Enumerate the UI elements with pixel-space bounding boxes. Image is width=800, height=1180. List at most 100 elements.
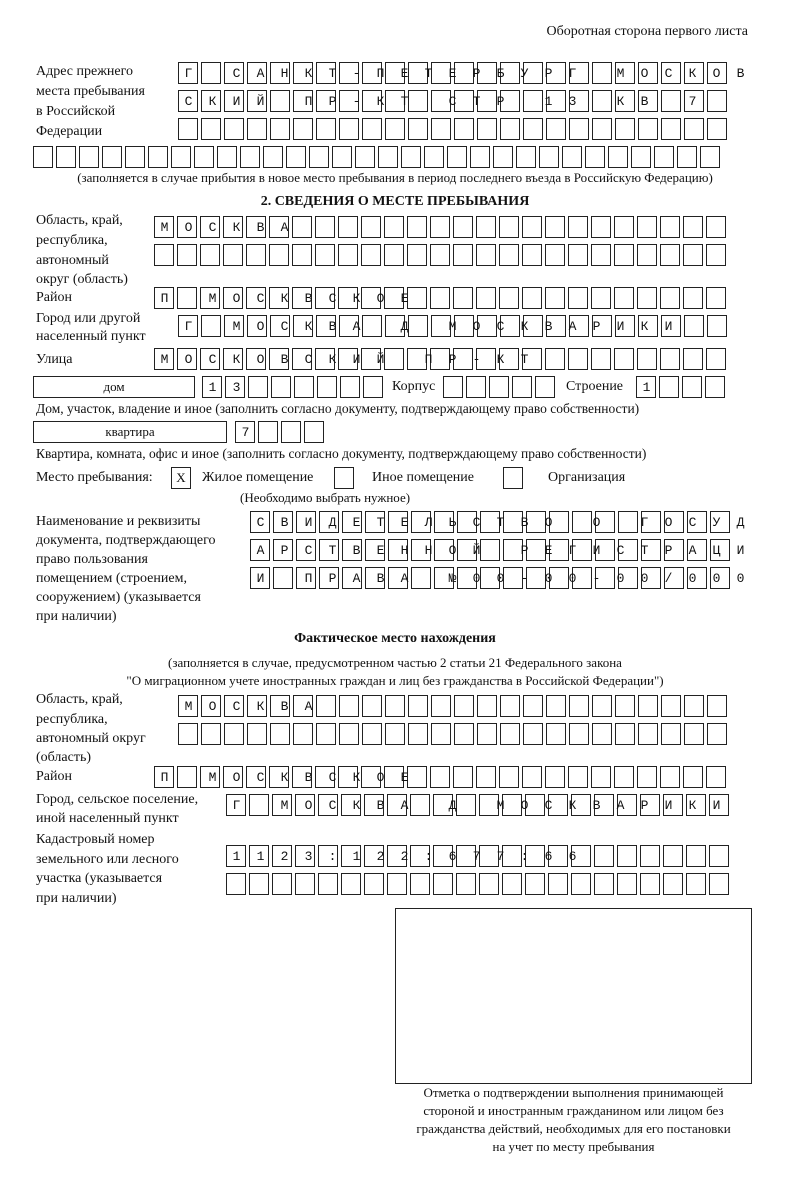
char-cell[interactable] (225, 376, 245, 398)
char-cell[interactable] (385, 723, 405, 745)
char-cell[interactable] (286, 146, 306, 168)
char-cell[interactable] (571, 794, 591, 816)
char-cell[interactable] (318, 794, 338, 816)
char-cell[interactable] (410, 845, 430, 867)
char-cell[interactable] (410, 873, 430, 895)
char-cell[interactable] (546, 118, 566, 140)
char-cell-grid[interactable] (154, 216, 729, 238)
house-type-field[interactable]: дом (33, 376, 195, 398)
char-cell[interactable] (522, 244, 542, 266)
char-cell[interactable] (453, 216, 473, 238)
char-cell[interactable] (385, 90, 405, 112)
char-cell[interactable] (430, 216, 450, 238)
char-cell[interactable] (710, 567, 730, 589)
char-cell[interactable] (569, 118, 589, 140)
char-cell[interactable] (549, 511, 569, 533)
char-cell[interactable] (549, 539, 569, 561)
char-cell[interactable] (316, 723, 336, 745)
char-cell[interactable] (318, 845, 338, 867)
char-cell[interactable] (316, 62, 336, 84)
char-cell[interactable] (592, 315, 612, 337)
char-cell[interactable] (638, 90, 658, 112)
char-cell[interactable] (408, 315, 428, 337)
char-cell[interactable] (408, 118, 428, 140)
char-cell[interactable] (684, 695, 704, 717)
char-cell[interactable] (683, 348, 703, 370)
char-cell[interactable] (430, 287, 450, 309)
char-cell[interactable] (385, 62, 405, 84)
char-cell[interactable] (447, 146, 467, 168)
char-cell[interactable] (339, 118, 359, 140)
char-cell[interactable] (637, 244, 657, 266)
char-cell[interactable] (594, 794, 614, 816)
char-cell[interactable] (316, 118, 336, 140)
char-cell[interactable] (595, 511, 615, 533)
char-cell[interactable] (477, 90, 497, 112)
char-cell[interactable] (546, 695, 566, 717)
char-cell[interactable] (525, 873, 545, 895)
char-cell-grid[interactable] (178, 723, 730, 745)
char-cell[interactable] (660, 216, 680, 238)
char-cell[interactable] (568, 244, 588, 266)
char-cell[interactable] (500, 90, 520, 112)
char-cell[interactable] (292, 766, 312, 788)
char-cell[interactable] (407, 216, 427, 238)
char-cell[interactable] (683, 216, 703, 238)
char-cell[interactable] (247, 723, 267, 745)
char-cell[interactable] (683, 766, 703, 788)
char-cell[interactable] (548, 873, 568, 895)
char-cell[interactable] (248, 376, 268, 398)
char-cell[interactable] (684, 315, 704, 337)
char-cell[interactable] (546, 90, 566, 112)
char-cell[interactable] (548, 794, 568, 816)
char-cell[interactable] (154, 287, 174, 309)
char-cell[interactable] (592, 90, 612, 112)
char-cell[interactable] (178, 90, 198, 112)
char-cell[interactable] (293, 695, 313, 717)
char-cell[interactable] (502, 845, 522, 867)
char-cell[interactable] (523, 118, 543, 140)
char-cell[interactable] (617, 873, 637, 895)
char-cell[interactable] (339, 62, 359, 84)
char-cell[interactable] (407, 287, 427, 309)
char-cell[interactable] (365, 567, 385, 589)
char-cell[interactable] (687, 511, 707, 533)
char-cell[interactable] (246, 216, 266, 238)
char-cell[interactable] (525, 845, 545, 867)
char-cell[interactable] (687, 539, 707, 561)
char-cell[interactable] (224, 315, 244, 337)
char-cell[interactable] (522, 348, 542, 370)
char-cell[interactable] (615, 723, 635, 745)
char-cell[interactable] (637, 348, 657, 370)
char-cell[interactable] (700, 146, 720, 168)
char-cell[interactable] (293, 723, 313, 745)
char-cell[interactable] (292, 348, 312, 370)
char-cell[interactable] (453, 287, 473, 309)
char-cell[interactable] (637, 216, 657, 238)
char-cell[interactable] (591, 348, 611, 370)
char-cell[interactable] (411, 539, 431, 561)
char-cell[interactable] (591, 244, 611, 266)
char-cell[interactable] (526, 511, 546, 533)
char-cell[interactable] (591, 766, 611, 788)
char-cell[interactable] (618, 539, 638, 561)
stay-checkbox-organization[interactable] (503, 467, 523, 489)
char-cell[interactable] (562, 146, 582, 168)
char-cell[interactable] (411, 511, 431, 533)
char-cell[interactable] (178, 723, 198, 745)
char-cell[interactable] (434, 539, 454, 561)
char-cell[interactable] (706, 244, 726, 266)
char-cell[interactable] (500, 695, 520, 717)
char-cell[interactable] (592, 62, 612, 84)
char-cell[interactable] (315, 766, 335, 788)
char-cell[interactable] (476, 766, 496, 788)
char-cell[interactable] (246, 766, 266, 788)
char-cell[interactable] (362, 695, 382, 717)
char-cell-grid[interactable] (154, 287, 729, 309)
char-cell[interactable] (315, 216, 335, 238)
char-cell[interactable] (319, 511, 339, 533)
char-cell[interactable] (476, 216, 496, 238)
char-cell[interactable] (568, 287, 588, 309)
char-cell[interactable] (292, 216, 312, 238)
char-cell[interactable] (477, 62, 497, 84)
